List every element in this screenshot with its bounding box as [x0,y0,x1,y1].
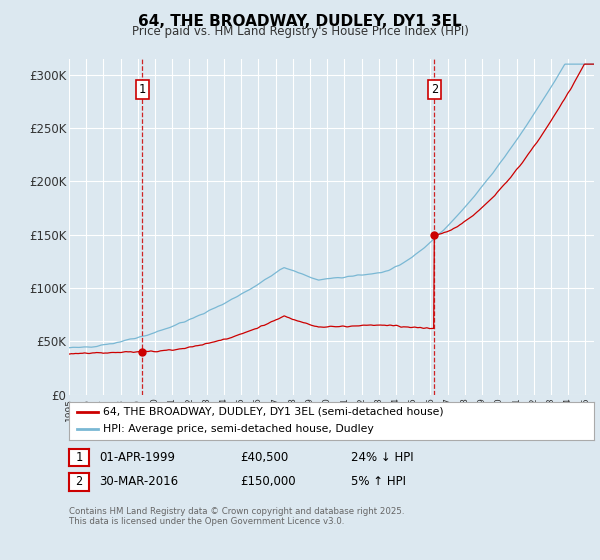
Text: Price paid vs. HM Land Registry's House Price Index (HPI): Price paid vs. HM Land Registry's House … [131,25,469,38]
Text: HPI: Average price, semi-detached house, Dudley: HPI: Average price, semi-detached house,… [103,424,374,435]
Text: 2: 2 [431,83,438,96]
Text: 64, THE BROADWAY, DUDLEY, DY1 3EL (semi-detached house): 64, THE BROADWAY, DUDLEY, DY1 3EL (semi-… [103,407,444,417]
Text: 1: 1 [139,83,146,96]
Text: 2: 2 [76,475,82,488]
Text: £40,500: £40,500 [240,451,288,464]
Text: 64, THE BROADWAY, DUDLEY, DY1 3EL: 64, THE BROADWAY, DUDLEY, DY1 3EL [138,14,462,29]
Text: £150,000: £150,000 [240,475,296,488]
Text: 1: 1 [76,451,82,464]
Text: 01-APR-1999: 01-APR-1999 [99,451,175,464]
Text: Contains HM Land Registry data © Crown copyright and database right 2025.
This d: Contains HM Land Registry data © Crown c… [69,507,404,526]
Text: 5% ↑ HPI: 5% ↑ HPI [351,475,406,488]
Text: 24% ↓ HPI: 24% ↓ HPI [351,451,413,464]
Text: 30-MAR-2016: 30-MAR-2016 [99,475,178,488]
